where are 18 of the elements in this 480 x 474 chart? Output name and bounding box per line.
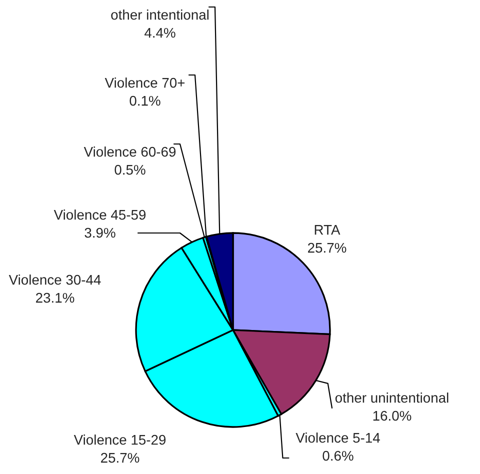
data-label: 16.0% [373,410,412,421]
slice-label: Violence 70+ [104,78,185,88]
data-label: 25.7% [101,452,140,463]
slice-label: Violence 30-44 [8,274,101,285]
slice-label: other unintentional [335,392,448,403]
slice-label: Violence 15-29 [74,434,166,445]
data-label: 0.5% [114,164,146,175]
slice-label: Violence 5-14 [296,432,380,443]
data-label: 3.9% [84,228,116,238]
data-label: 0.1% [130,96,160,106]
slice-label: Violence 45-59 [54,210,146,220]
data-label: 23.1% [36,292,74,303]
data-label: 25.7% [308,242,346,253]
data-label: 0.6% [322,450,354,461]
slice-label: other intentional [111,10,208,20]
data-label: 4.4% [144,28,176,38]
slice-label: Violence 60-69 [84,146,176,157]
slice-label: RTA [314,225,340,235]
